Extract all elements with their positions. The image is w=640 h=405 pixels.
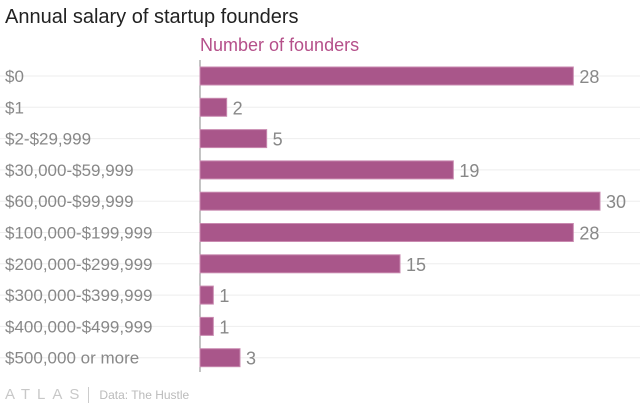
value-label: 19 [459, 161, 479, 181]
value-label: 15 [406, 255, 426, 275]
value-label: 30 [606, 192, 626, 212]
category-label: $2-$29,999 [5, 130, 91, 149]
chart-title: Annual salary of startup founders [5, 6, 299, 28]
value-label: 2 [233, 98, 243, 118]
chart-subtitle: Number of founders [200, 35, 360, 55]
bar [199, 160, 454, 180]
category-label: $0 [5, 67, 24, 86]
value-label: 28 [579, 67, 599, 87]
category-label: $100,000-$199,999 [5, 224, 152, 243]
value-label: 5 [273, 130, 283, 150]
category-label: $400,000-$499,999 [5, 317, 152, 336]
atlas-logo: ATLAS [5, 386, 87, 403]
footer-divider [88, 386, 90, 403]
category-label: $30,000-$59,999 [5, 161, 134, 180]
category-label: $1 [5, 98, 24, 117]
bar [199, 129, 268, 149]
value-label: 3 [246, 349, 256, 369]
bar [199, 285, 214, 305]
bar [199, 191, 601, 211]
category-label: $500,000 or more [5, 349, 139, 368]
footer: ATLAS Data: The Hustle [5, 386, 189, 403]
bar [199, 66, 574, 86]
data-source: Data: The Hustle [99, 387, 190, 402]
value-label: 1 [219, 286, 229, 306]
bar [199, 223, 574, 242]
bar [199, 97, 228, 117]
category-label: $300,000-$399,999 [5, 286, 152, 305]
bar [199, 348, 241, 368]
value-label: 1 [219, 317, 229, 337]
value-label: 28 [579, 224, 599, 244]
bar [199, 316, 214, 336]
bar [199, 254, 401, 274]
category-label: $200,000-$299,999 [5, 255, 152, 274]
category-label: $60,000-$99,999 [5, 192, 134, 211]
